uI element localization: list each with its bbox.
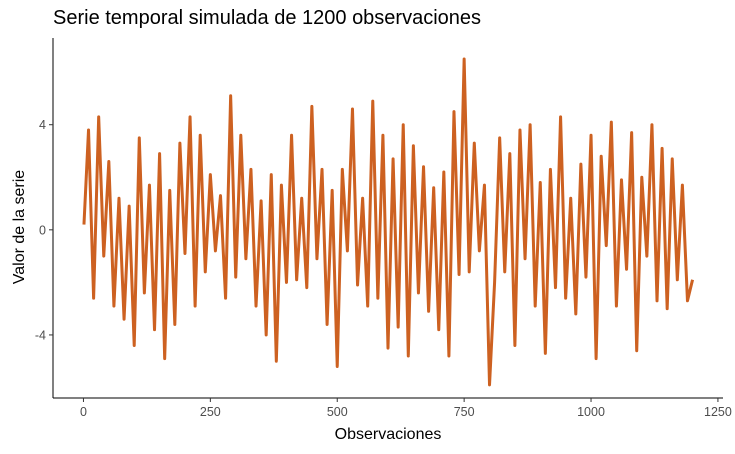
y-ticks: -4 0 4 <box>35 118 53 342</box>
y-tick-label: 0 <box>39 223 46 237</box>
x-tick-label: 250 <box>200 405 221 419</box>
x-tick-label: 1000 <box>577 405 605 419</box>
series-line-0 <box>82 57 695 387</box>
x-axis-title: Observaciones <box>334 426 442 443</box>
y-tick-label: 4 <box>39 118 46 132</box>
y-axis-title: Valor de la serie <box>11 169 28 285</box>
x-tick-label: 750 <box>454 405 475 419</box>
y-tick-label: -4 <box>35 328 46 342</box>
x-ticks: 0 250 500 750 1000 1250 <box>80 398 732 419</box>
chart-title: Serie temporal simulada de 1200 observac… <box>53 7 482 29</box>
series-group <box>82 57 695 387</box>
x-tick-label: 1250 <box>704 405 732 419</box>
x-tick-label: 0 <box>80 405 87 419</box>
x-tick-label: 500 <box>327 405 348 419</box>
